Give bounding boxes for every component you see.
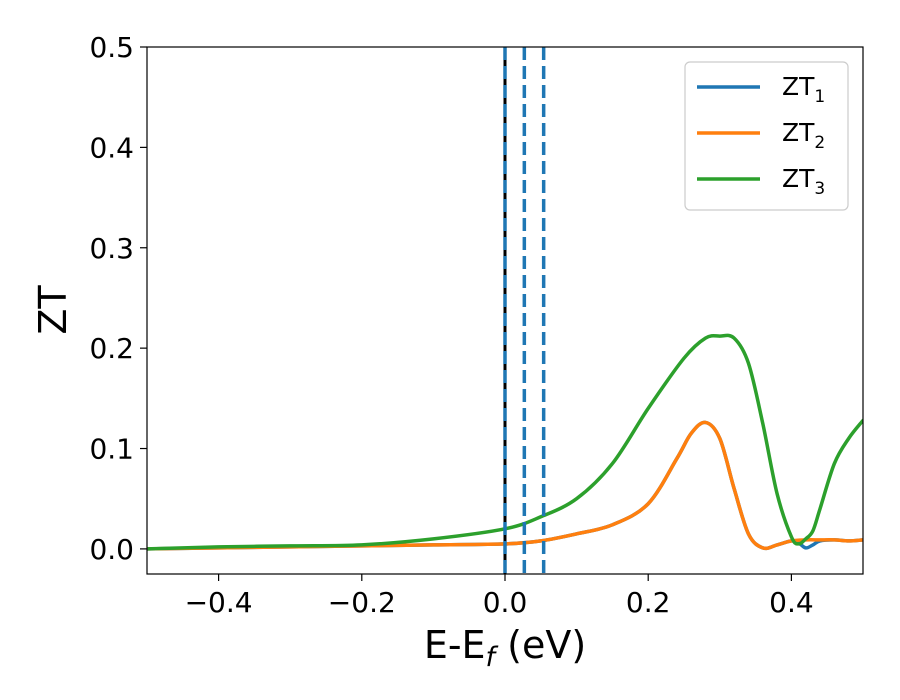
y-tick-label: 0.3 (89, 232, 134, 265)
plot-lines (147, 333, 863, 551)
series-line-3 (147, 333, 863, 551)
legend-box (684, 61, 849, 211)
legend-label-1: ZT1 (782, 72, 825, 107)
x-axis-label: E-Ef (eV) (424, 623, 586, 673)
legend-label-3: ZT3 (782, 164, 825, 199)
x-tick-label: −0.4 (185, 586, 253, 619)
y-tick-label: 0.2 (89, 332, 134, 365)
y-tick-label: 0.1 (89, 433, 134, 466)
y-tick-label: 0.5 (89, 31, 134, 64)
axis-ticks: −0.4 −0.2 0.0 0.2 0.4 0.0 0.1 0.2 0.3 0.4 0.5 (89, 31, 813, 619)
x-tick-label: −0.2 (328, 586, 396, 619)
x-tick-label: 0.2 (626, 586, 671, 619)
y-axis-label: ZT (31, 285, 75, 335)
x-tick-label: 0.4 (769, 586, 814, 619)
legend-label-2: ZT2 (782, 118, 825, 153)
x-tick-label: 0.0 (483, 586, 528, 619)
vertical-reference-lines (503, 47, 546, 574)
y-tick-label: 0.4 (89, 131, 134, 164)
legend: ZT1 ZT2 ZT3 (684, 61, 849, 211)
y-tick-label: 0.0 (89, 533, 134, 566)
